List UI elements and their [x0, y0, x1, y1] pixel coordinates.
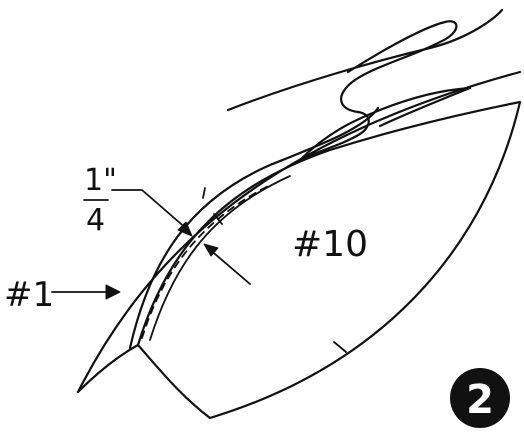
part-1-lower-edge [128, 106, 380, 350]
part-10-inner-edge [149, 175, 291, 341]
seam-dashed-line [141, 183, 273, 339]
part-1-label: #1 [4, 275, 54, 315]
seam-pointer-line [207, 247, 251, 285]
fraction-denominator: 4 [86, 203, 105, 238]
figure-number-text: 2 [466, 377, 494, 423]
part-1-upper-edge [226, 8, 504, 112]
tick-mark-inner [213, 213, 223, 225]
part-1-lower-tip [76, 343, 140, 394]
part-10-outline [136, 100, 522, 420]
fraction-numerator: 1" [84, 163, 117, 198]
part-1-outer-outline [76, 70, 522, 394]
fraction-leader-line [111, 189, 189, 231]
fraction-arrowhead [177, 221, 193, 237]
tick-mark-lower [333, 341, 347, 353]
part-1-pointer-arrowhead [105, 284, 121, 300]
swirl-upper-loop [340, 20, 458, 114]
figure-number-badge [450, 368, 510, 428]
seam-pointer-arrowhead [203, 243, 219, 257]
swirl-lower-loop [298, 86, 472, 162]
tick-mark-upper [202, 187, 206, 199]
part-10-label: #10 [292, 224, 368, 265]
